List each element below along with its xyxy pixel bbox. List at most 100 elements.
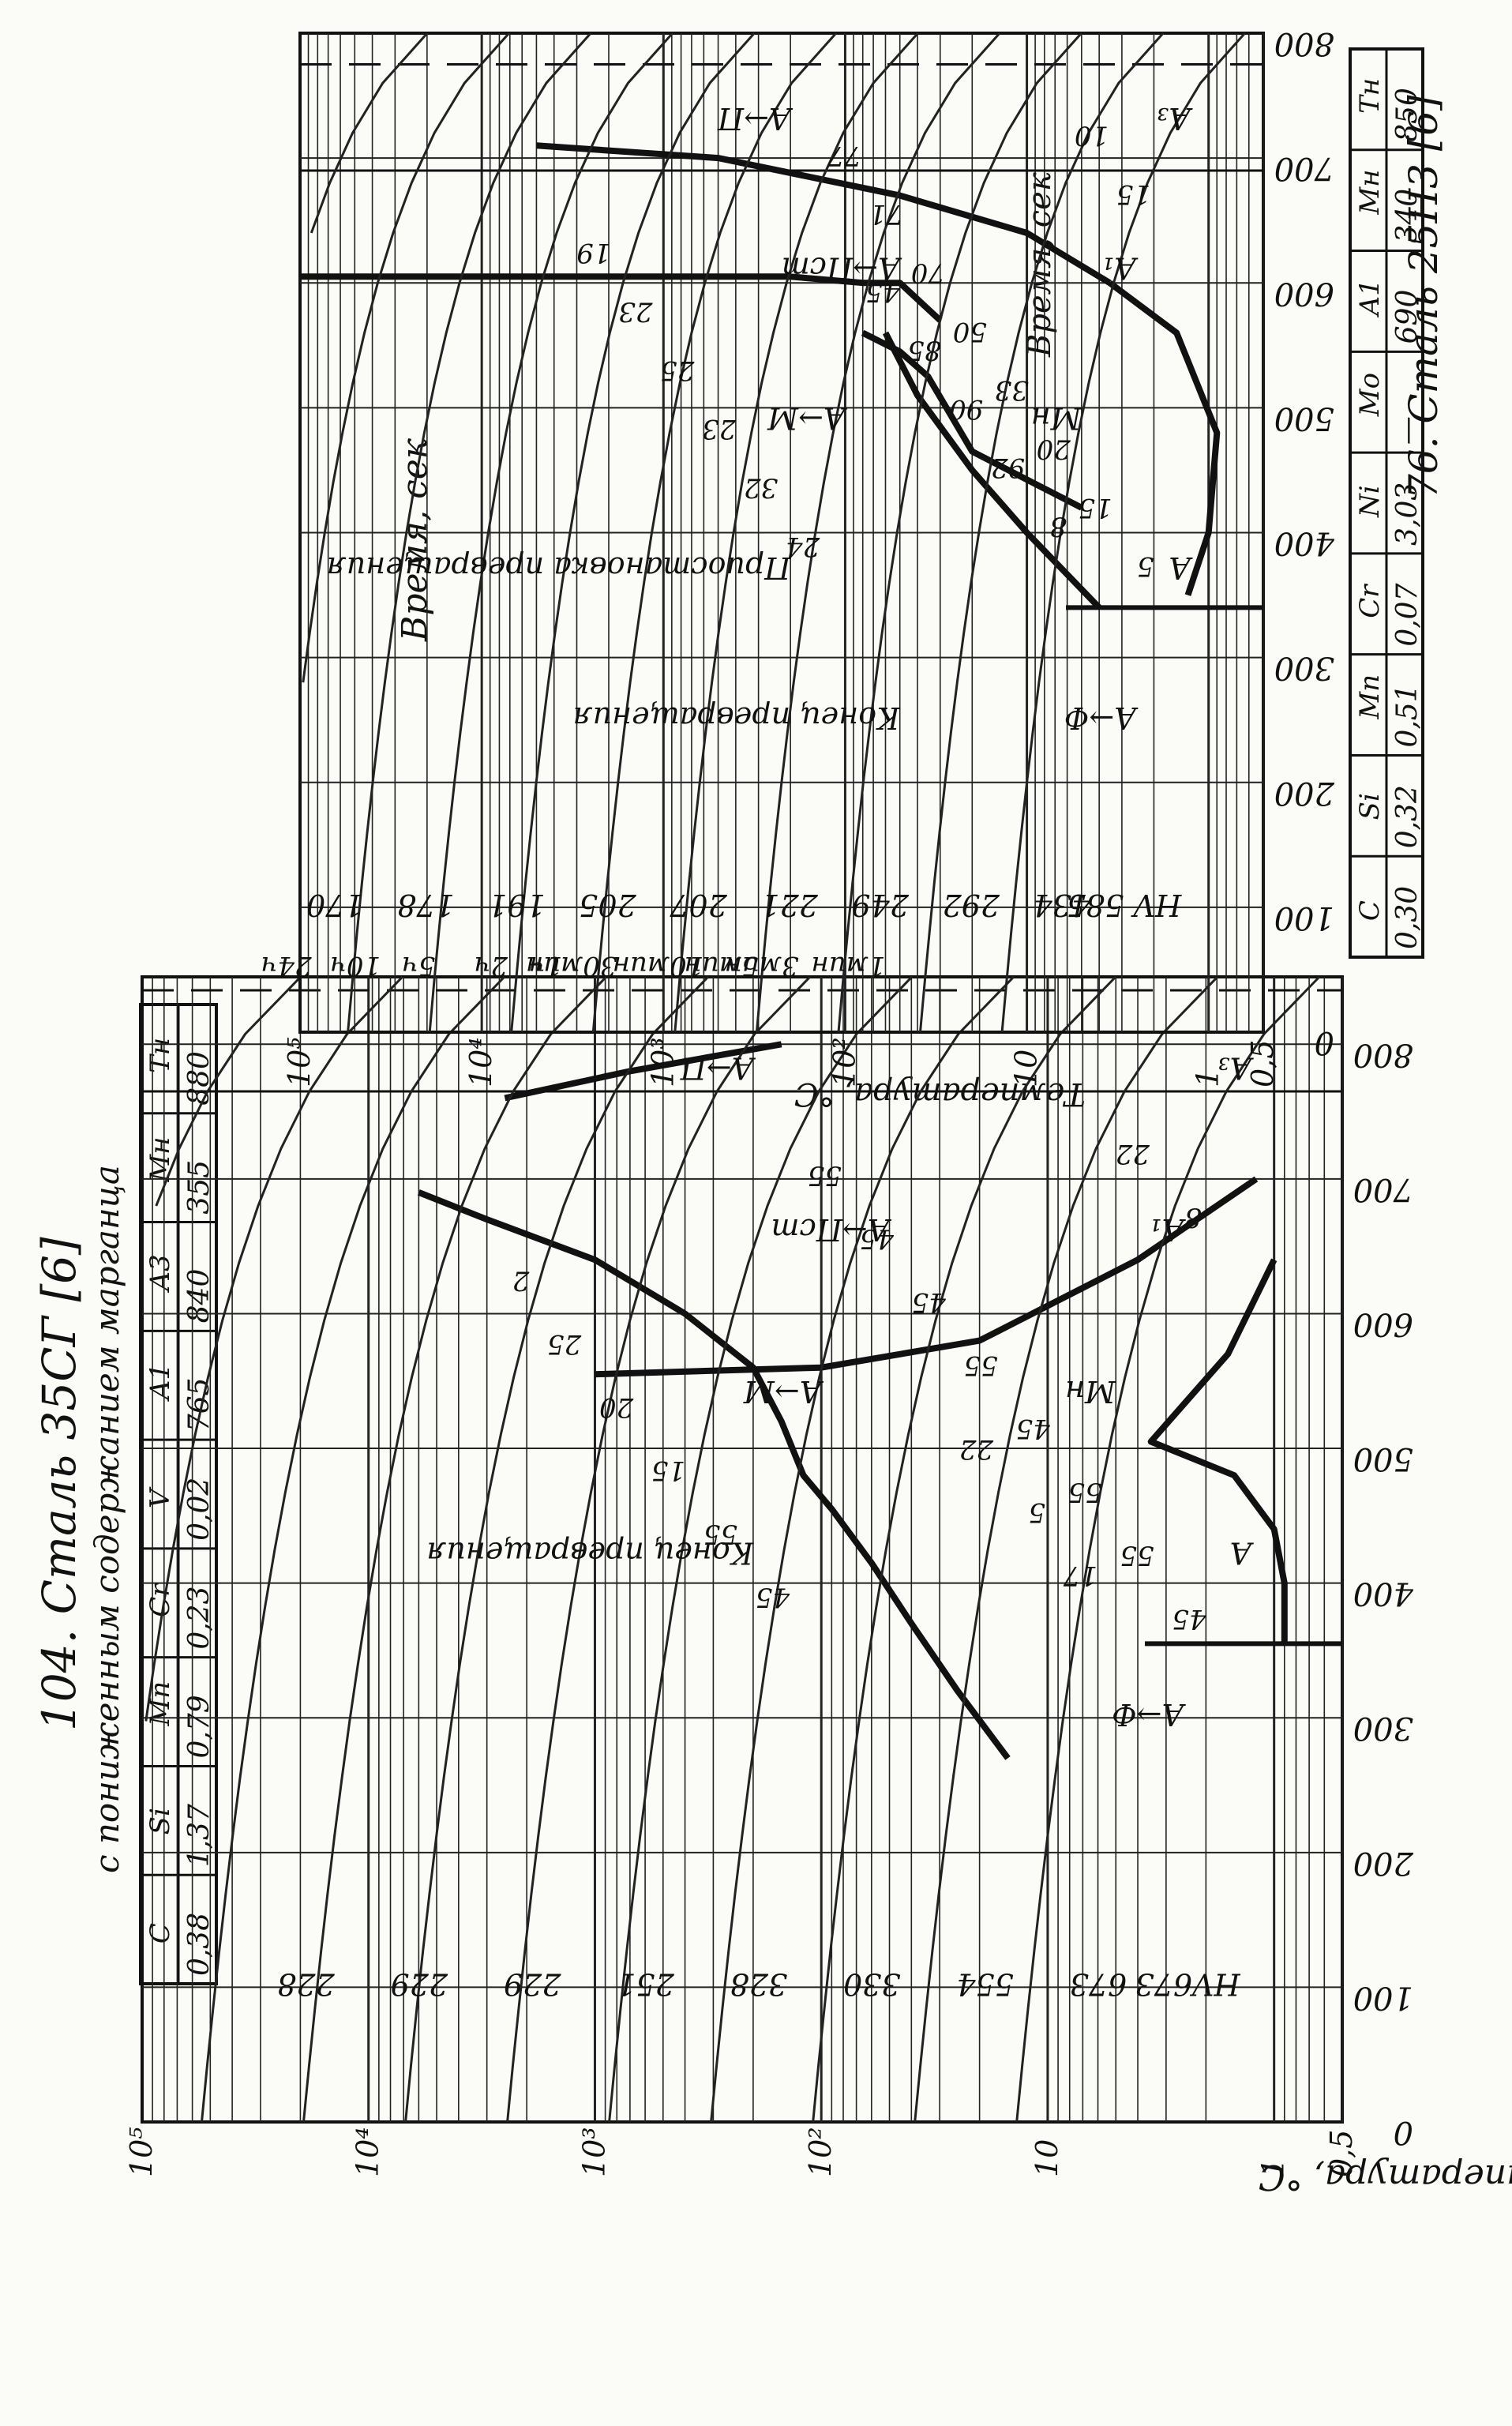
y-tick-label: 800 bbox=[1353, 1036, 1413, 1072]
structure-percent: 15 bbox=[1116, 178, 1150, 210]
y-tick-label: 0 bbox=[1394, 2114, 1413, 2150]
hardness-label: 228 bbox=[277, 1966, 336, 2001]
curve-label: Конец превращения bbox=[572, 700, 900, 735]
hardness-label: 251 bbox=[617, 1966, 675, 2001]
y-tick-label: 200 bbox=[1353, 1845, 1414, 1881]
curve-label: A→П bbox=[717, 101, 793, 136]
curve-transformation-start bbox=[1147, 1258, 1288, 1644]
x-tick-label: 10² bbox=[803, 2127, 838, 2177]
cooling-curve bbox=[404, 975, 709, 2123]
cooling-curve bbox=[201, 975, 505, 2123]
table-header-cell: Si bbox=[144, 1808, 176, 1835]
x-tick-label: 1 bbox=[1191, 1068, 1225, 1087]
curve-ferrite-start bbox=[504, 1041, 782, 1102]
structure-percent: 25 bbox=[547, 1328, 582, 1360]
table-header-cell: Mн bbox=[1354, 169, 1386, 215]
table-value-cell: 3,03 bbox=[1391, 483, 1424, 546]
x-tick-label: 1 bbox=[1256, 2158, 1291, 2177]
structure-percent: 45 bbox=[756, 1581, 790, 1613]
structure-percent: 8 bbox=[1050, 511, 1067, 543]
table-value-cell: 0,51 bbox=[1391, 684, 1424, 747]
x-tick-label: 10³ bbox=[576, 2127, 611, 2177]
hardness-label: 673 bbox=[1070, 1966, 1127, 2001]
table-header-cell: A3 bbox=[144, 1254, 176, 1293]
structure-percent: 50 bbox=[953, 316, 987, 347]
y-tick-label: 600 bbox=[1274, 275, 1334, 311]
x-tick-label: 10 bbox=[1009, 1050, 1044, 1087]
time-label: 10мин bbox=[613, 950, 704, 982]
hardness-label: 249 bbox=[851, 888, 910, 922]
table-header-cell: Tн bbox=[1354, 78, 1386, 114]
y-axis-title: Температура, °С bbox=[1259, 2157, 1512, 2197]
structure-percent: 55 bbox=[808, 1160, 842, 1192]
y-tick-label: 0 bbox=[1315, 1024, 1334, 1061]
hardness-label: 434 bbox=[1034, 888, 1092, 922]
structure-percent: 24 bbox=[786, 531, 820, 562]
hardness-label: HV673 bbox=[1135, 1966, 1241, 2001]
structure-percent: 45 bbox=[912, 1286, 947, 1318]
x-tick-label: 10⁴ bbox=[351, 2127, 385, 2177]
structure-percent: 20 bbox=[1037, 433, 1071, 464]
cooling-curve bbox=[1000, 32, 1246, 1033]
x-tick-label: 0,5 bbox=[1324, 2130, 1359, 2177]
table-value-cell: 850 bbox=[1391, 88, 1424, 142]
hardness-label: 191 bbox=[488, 888, 546, 922]
y-tick-label: 800 bbox=[1274, 25, 1334, 62]
table-header-cell: Mo bbox=[1354, 373, 1386, 417]
panel-title: 104. Сталь 35СГ [6] bbox=[32, 1237, 86, 1731]
cooling-curve bbox=[302, 32, 510, 683]
time-label: 24ч bbox=[261, 950, 312, 982]
curve-label: A₁ bbox=[1102, 251, 1139, 286]
x-tick-label: 10⁵ bbox=[124, 2127, 159, 2177]
curve-label: Приостановка превращения bbox=[327, 550, 792, 585]
curve-label: A→П bbox=[680, 1050, 756, 1085]
curve-label: Конец превращения bbox=[426, 1535, 754, 1570]
table-header-cell: Si bbox=[1354, 793, 1386, 820]
structure-percent: 22 bbox=[959, 1433, 994, 1465]
table-value-cell: — bbox=[1391, 416, 1424, 445]
curve-bainite-pause bbox=[861, 329, 1083, 511]
curve-label: A→Пст bbox=[782, 251, 902, 286]
y-tick-label: 300 bbox=[1353, 1710, 1413, 1746]
structure-percent: 2 bbox=[512, 1265, 531, 1297]
structure-percent: 45 bbox=[1172, 1603, 1206, 1635]
cooling-curve bbox=[1015, 975, 1321, 2123]
structure-percent: 10 bbox=[1075, 120, 1109, 152]
time-label: 1ч bbox=[528, 950, 562, 982]
structure-percent: 25 bbox=[660, 355, 695, 386]
time-label: 30мин bbox=[526, 950, 617, 982]
y-tick-label: 200 bbox=[1274, 775, 1335, 811]
cooling-curve bbox=[919, 32, 1165, 1033]
structure-percent: 5 bbox=[1137, 550, 1154, 582]
cooling-curve bbox=[510, 32, 756, 1033]
table-value-cell: 0,32 bbox=[1391, 785, 1424, 848]
curve-transformation-end bbox=[882, 331, 1102, 610]
structure-percent: 55 bbox=[1120, 1540, 1154, 1572]
hardness-label: 221 bbox=[760, 888, 819, 922]
table-value-cell: 690 bbox=[1391, 290, 1424, 344]
curve-label: Mн bbox=[1065, 1374, 1116, 1409]
structure-percent: 22 bbox=[1116, 1138, 1150, 1170]
y-tick-label: 500 bbox=[1274, 400, 1334, 436]
y-tick-label: 400 bbox=[1353, 1575, 1414, 1612]
cooling-curve bbox=[837, 32, 1082, 1033]
cooling-curve bbox=[710, 975, 1015, 2123]
curve-transformation-end bbox=[417, 1189, 1011, 1760]
cooling-curve bbox=[812, 975, 1117, 2123]
cooling-curve bbox=[591, 32, 838, 1033]
table-header-cell: Mн bbox=[144, 1136, 176, 1182]
cooling-curve bbox=[755, 32, 1001, 1033]
y-tick-label: 100 bbox=[1274, 899, 1334, 936]
curve-ferrite-start bbox=[536, 142, 1112, 286]
x-tick-label: 10² bbox=[827, 1037, 861, 1087]
structure-percent: 33 bbox=[995, 374, 1029, 406]
cooling-curve bbox=[347, 32, 592, 1033]
x-axis-label: Время, сек bbox=[395, 438, 435, 642]
time-label: 5ч bbox=[402, 950, 436, 982]
structure-percent: 5 bbox=[1028, 1497, 1045, 1528]
hardness-label: 178 bbox=[397, 888, 455, 922]
structure-percent: 85 bbox=[907, 335, 941, 366]
hardness-label: 170 bbox=[306, 888, 364, 922]
